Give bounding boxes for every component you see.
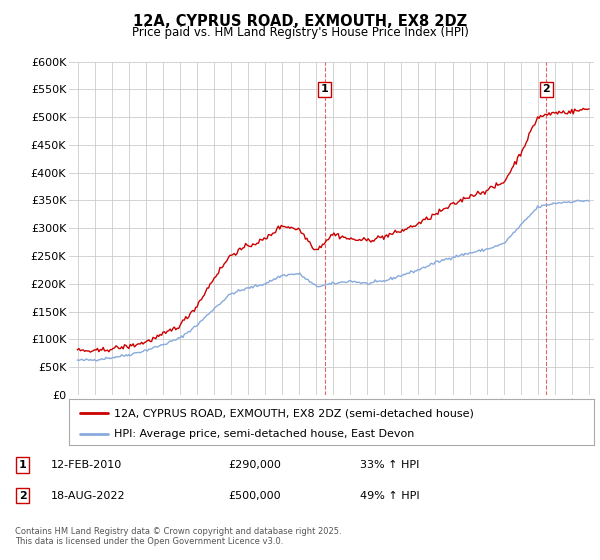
Text: HPI: Average price, semi-detached house, East Devon: HPI: Average price, semi-detached house,… [113,429,414,438]
Text: 33% ↑ HPI: 33% ↑ HPI [360,460,419,470]
Text: 2: 2 [542,85,550,95]
Text: £290,000: £290,000 [228,460,281,470]
Text: 12-FEB-2010: 12-FEB-2010 [51,460,122,470]
Text: Contains HM Land Registry data © Crown copyright and database right 2025.
This d: Contains HM Land Registry data © Crown c… [15,527,341,546]
Text: Price paid vs. HM Land Registry's House Price Index (HPI): Price paid vs. HM Land Registry's House … [131,26,469,39]
Text: 1: 1 [321,85,329,95]
Text: 12A, CYPRUS ROAD, EXMOUTH, EX8 2DZ: 12A, CYPRUS ROAD, EXMOUTH, EX8 2DZ [133,14,467,29]
Text: 18-AUG-2022: 18-AUG-2022 [51,491,125,501]
Text: 1: 1 [19,460,26,470]
Text: 12A, CYPRUS ROAD, EXMOUTH, EX8 2DZ (semi-detached house): 12A, CYPRUS ROAD, EXMOUTH, EX8 2DZ (semi… [113,408,473,418]
Text: £500,000: £500,000 [228,491,281,501]
Text: 49% ↑ HPI: 49% ↑ HPI [360,491,419,501]
Text: 2: 2 [19,491,26,501]
